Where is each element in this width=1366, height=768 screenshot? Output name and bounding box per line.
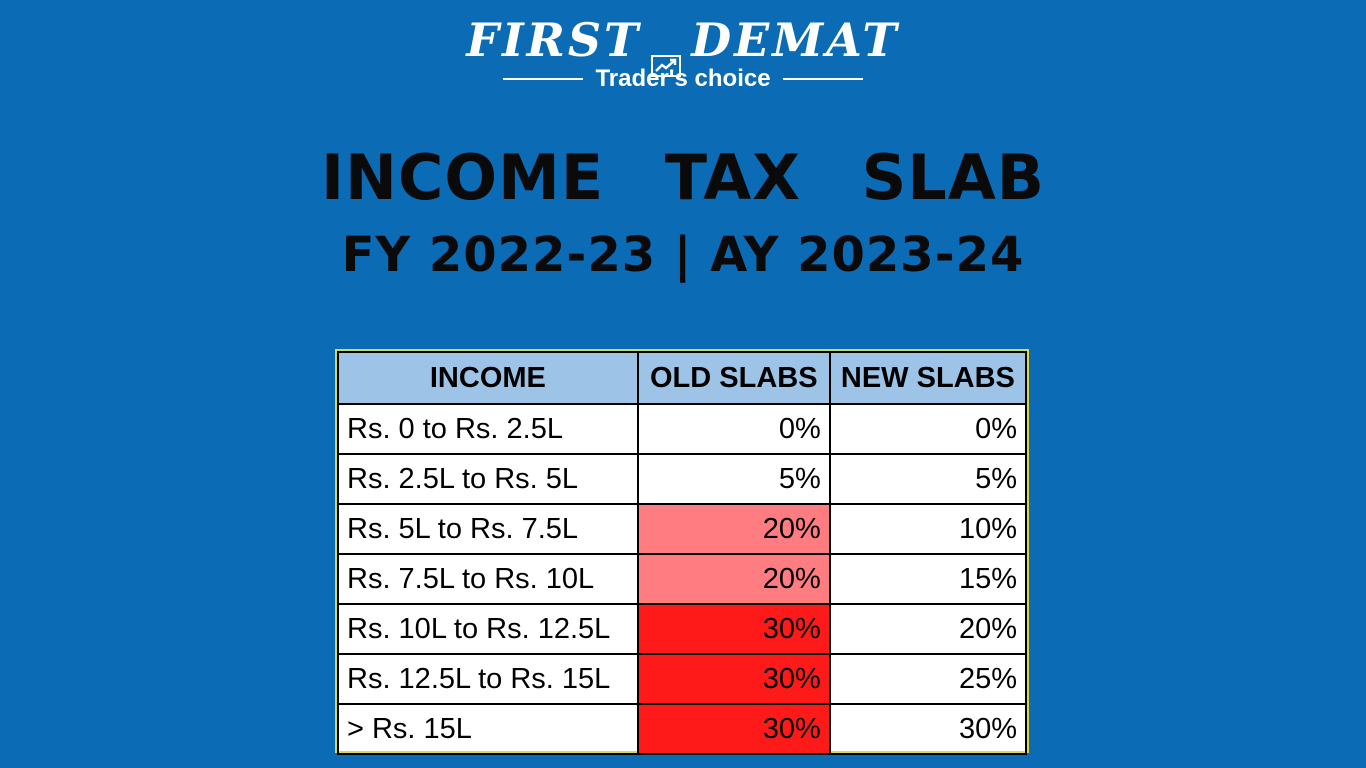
income-range-cell: > Rs. 15L: [337, 703, 639, 755]
brand-logo: FIRST DEMAT Trader's choice: [0, 6, 1366, 92]
page-subtitle: FY 2022-23 | AY 2023-24: [341, 227, 1025, 283]
new-slab-rate-cell: 25%: [828, 653, 1028, 705]
chart-up-icon: [651, 28, 682, 77]
old-slab-rate-cell: 0%: [636, 403, 831, 455]
brand-name-first: FIRST: [466, 13, 642, 67]
table-row: Rs. 12.5L to Rs. 15L 30% 25%: [337, 653, 1028, 705]
brand-tagline: Trader's choice: [595, 65, 771, 92]
income-range-cell: Rs. 0 to Rs. 2.5L: [337, 403, 639, 455]
old-slab-rate-cell: 30%: [636, 703, 831, 755]
tax-slab-table: INCOME OLD SLABS NEW SLABS Rs. 0 to Rs. …: [337, 351, 1028, 755]
income-range-cell: Rs. 7.5L to Rs. 10L: [337, 553, 639, 605]
income-range-cell: Rs. 5L to Rs. 7.5L: [337, 503, 639, 555]
column-header-old-slabs: OLD SLABS: [636, 351, 831, 405]
table-header-row: INCOME OLD SLABS NEW SLABS: [337, 351, 1028, 405]
old-slab-rate-cell: 20%: [636, 553, 831, 605]
income-range-cell: Rs. 12.5L to Rs. 15L: [337, 653, 639, 705]
table-row: Rs. 0 to Rs. 2.5L 0% 0%: [337, 403, 1028, 455]
page-title: INCOME TAX SLAB: [320, 141, 1046, 214]
table-row: Rs. 5L to Rs. 7.5L 20% 10%: [337, 503, 1028, 555]
table-row: Rs. 10L to Rs. 12.5L 30% 20%: [337, 603, 1028, 655]
new-slab-rate-cell: 10%: [828, 503, 1028, 555]
tax-slab-table-container: INCOME OLD SLABS NEW SLABS Rs. 0 to Rs. …: [335, 349, 1029, 755]
column-header-income: INCOME: [337, 351, 639, 405]
new-slab-rate-cell: 15%: [828, 553, 1028, 605]
column-header-new-slabs: NEW SLABS: [828, 351, 1028, 405]
new-slab-rate-cell: 5%: [828, 453, 1028, 505]
brand-wordmark: FIRST DEMAT: [466, 6, 900, 77]
new-slab-rate-cell: 0%: [828, 403, 1028, 455]
tagline-divider-right: [782, 78, 863, 80]
table-row: Rs. 2.5L to Rs. 5L 5% 5%: [337, 453, 1028, 505]
tagline-divider-left: [503, 78, 584, 80]
table-row: Rs. 7.5L to Rs. 10L 20% 15%: [337, 553, 1028, 605]
old-slab-rate-cell: 5%: [636, 453, 831, 505]
new-slab-rate-cell: 20%: [828, 603, 1028, 655]
old-slab-rate-cell: 30%: [636, 653, 831, 705]
old-slab-rate-cell: 20%: [636, 503, 831, 555]
old-slab-rate-cell: 30%: [636, 603, 831, 655]
brand-tagline-row: Trader's choice: [0, 66, 1366, 92]
table-row: > Rs. 15L 30% 30%: [337, 703, 1028, 755]
new-slab-rate-cell: 30%: [828, 703, 1028, 755]
brand-name-demat: DEMAT: [691, 13, 900, 67]
income-range-cell: Rs. 10L to Rs. 12.5L: [337, 603, 639, 655]
income-range-cell: Rs. 2.5L to Rs. 5L: [337, 453, 639, 505]
